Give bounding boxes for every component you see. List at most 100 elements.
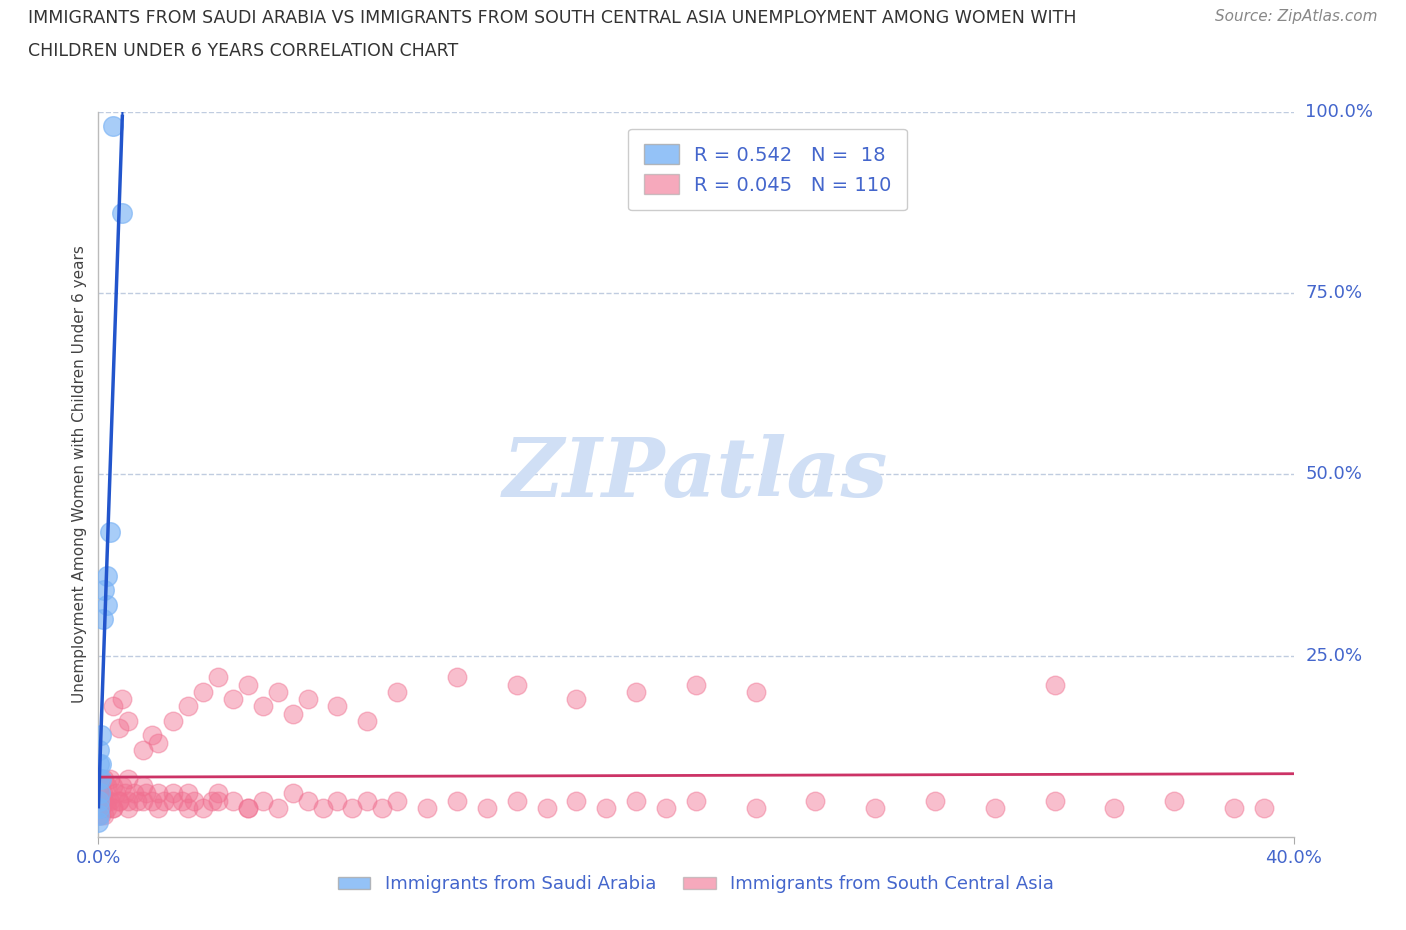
Point [91, 612, 114, 627]
Point [655, 801, 678, 816]
Point [153, 793, 176, 808]
Point [87, 757, 110, 772]
Point [93, 583, 115, 598]
Point [624, 793, 647, 808]
Text: ZIPatlas: ZIPatlas [503, 434, 889, 514]
Point [924, 793, 946, 808]
Point [135, 786, 157, 801]
Point [252, 793, 274, 808]
Point [162, 713, 184, 728]
Point [385, 684, 409, 699]
Point [162, 793, 184, 808]
Point [236, 677, 259, 692]
Point [297, 793, 319, 808]
Point [267, 801, 290, 816]
Point [356, 793, 378, 808]
Point [127, 793, 149, 808]
Point [565, 692, 588, 707]
Point [90, 757, 112, 772]
Point [1163, 793, 1185, 808]
Point [1104, 801, 1126, 816]
Point [177, 786, 200, 801]
Point [96, 568, 118, 583]
Point [506, 793, 529, 808]
Point [201, 793, 224, 808]
Point [87, 742, 110, 757]
Point [183, 793, 205, 808]
Point [148, 801, 170, 816]
Point [89, 793, 111, 808]
Point [93, 808, 115, 823]
Point [117, 772, 139, 787]
Point [103, 778, 125, 793]
Text: 50.0%: 50.0% [1305, 465, 1362, 484]
Point [96, 793, 118, 808]
Point [132, 793, 155, 808]
Point [108, 793, 131, 808]
Point [90, 778, 112, 793]
Point [446, 670, 468, 684]
Point [117, 801, 139, 816]
Point [93, 793, 115, 808]
Point [87, 808, 110, 823]
Point [103, 119, 125, 134]
Point [371, 801, 394, 816]
Legend: Immigrants from Saudi Arabia, Immigrants from South Central Asia: Immigrants from Saudi Arabia, Immigrants… [330, 868, 1062, 900]
Text: 100.0%: 100.0% [1305, 102, 1374, 121]
Point [89, 786, 111, 801]
Point [98, 793, 122, 808]
Point [103, 801, 125, 816]
Point [191, 684, 214, 699]
Point [103, 699, 125, 714]
Point [207, 793, 229, 808]
Point [117, 713, 139, 728]
Point [207, 670, 229, 684]
Point [90, 772, 112, 787]
Point [132, 742, 155, 757]
Text: Source: ZipAtlas.com: Source: ZipAtlas.com [1215, 9, 1378, 24]
Point [326, 793, 349, 808]
Point [385, 793, 409, 808]
Point [162, 786, 184, 801]
Point [177, 801, 200, 816]
Point [624, 684, 647, 699]
Point [96, 801, 118, 816]
Point [93, 772, 115, 787]
Point [89, 786, 111, 801]
Point [90, 793, 112, 808]
Point [222, 692, 245, 707]
Point [297, 692, 319, 707]
Point [148, 736, 170, 751]
Point [565, 793, 588, 808]
Point [191, 801, 214, 816]
Point [141, 793, 163, 808]
Point [342, 801, 364, 816]
Point [87, 808, 110, 823]
Point [1043, 793, 1066, 808]
Point [326, 699, 349, 714]
Point [281, 786, 304, 801]
Point [267, 684, 290, 699]
Point [1223, 801, 1246, 816]
Point [90, 728, 112, 743]
Point [114, 786, 136, 801]
Point [983, 801, 1005, 816]
Point [177, 699, 200, 714]
Text: CHILDREN UNDER 6 YEARS CORRELATION CHART: CHILDREN UNDER 6 YEARS CORRELATION CHART [28, 42, 458, 60]
Point [91, 786, 114, 801]
Point [96, 597, 118, 612]
Point [475, 801, 498, 816]
Point [98, 772, 122, 787]
Point [311, 801, 333, 816]
Point [172, 793, 194, 808]
Point [236, 801, 259, 816]
Point [132, 778, 155, 793]
Point [108, 793, 131, 808]
Point [356, 713, 378, 728]
Point [89, 801, 111, 816]
Point [96, 778, 118, 793]
Point [111, 206, 134, 220]
Point [804, 793, 827, 808]
Point [595, 801, 617, 816]
Point [111, 778, 134, 793]
